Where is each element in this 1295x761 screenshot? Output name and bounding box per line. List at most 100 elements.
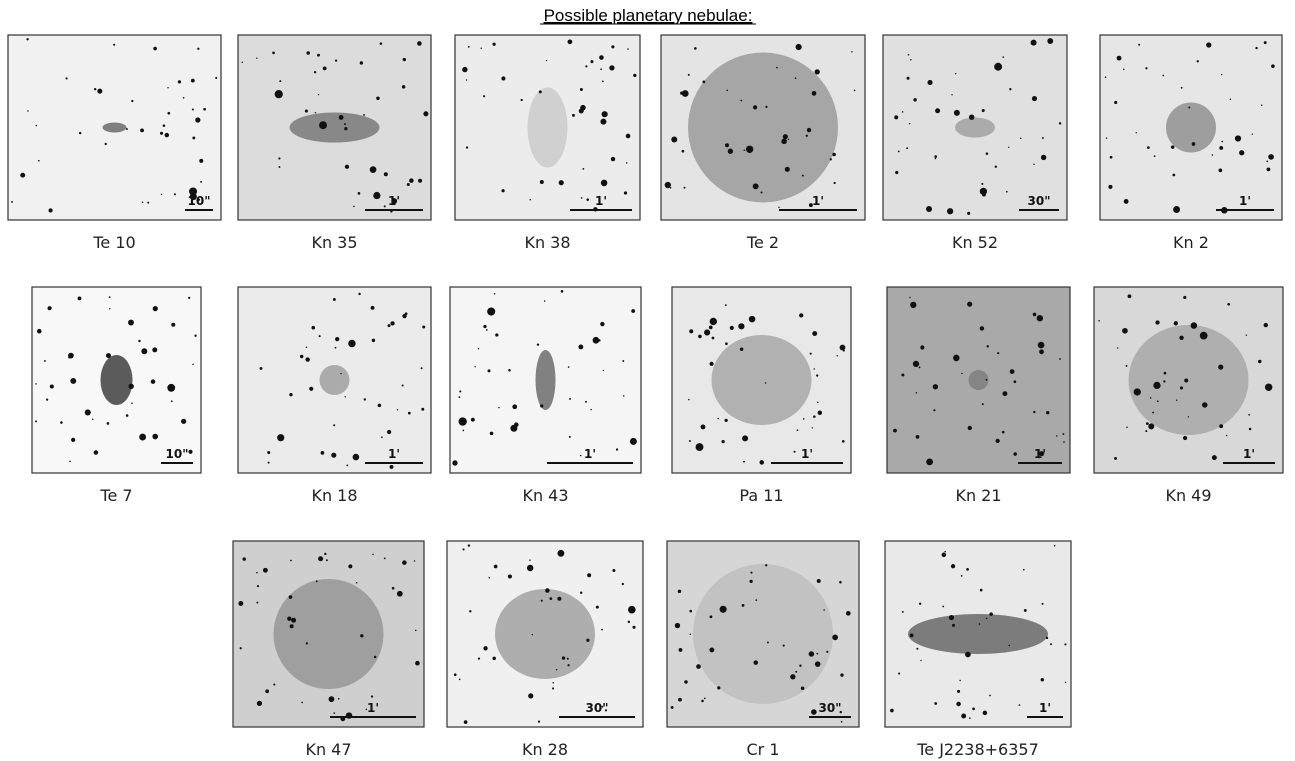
star — [688, 439, 691, 442]
star — [44, 360, 46, 362]
star — [951, 94, 953, 96]
star — [78, 131, 82, 135]
star — [587, 573, 592, 578]
star — [278, 166, 281, 168]
star — [1218, 364, 1224, 370]
star — [600, 68, 602, 71]
star — [622, 359, 625, 362]
star — [529, 199, 531, 201]
star — [508, 369, 511, 372]
panel-label: Te J2238+6357 — [916, 740, 1039, 759]
scale-label: 1' — [801, 447, 813, 461]
star — [1123, 68, 1125, 71]
star — [289, 392, 293, 397]
star — [956, 689, 961, 693]
star — [153, 46, 157, 51]
star — [698, 334, 702, 339]
star — [702, 80, 706, 84]
star — [93, 450, 99, 455]
star — [1152, 411, 1155, 414]
star — [1127, 294, 1132, 299]
star — [1173, 206, 1181, 213]
star — [816, 578, 821, 583]
star — [1183, 295, 1187, 300]
star — [167, 87, 169, 89]
star — [1126, 426, 1128, 428]
star — [483, 646, 488, 651]
star — [529, 559, 531, 561]
star — [942, 605, 945, 608]
star — [1045, 636, 1049, 640]
star — [567, 39, 573, 45]
star — [167, 111, 171, 115]
star — [265, 689, 270, 694]
star — [753, 660, 759, 665]
star — [363, 398, 366, 401]
star — [1266, 167, 1271, 172]
star — [35, 124, 37, 127]
star — [890, 708, 894, 713]
star — [1013, 452, 1017, 456]
star — [93, 87, 97, 91]
star — [579, 88, 583, 92]
star — [709, 361, 714, 366]
star — [1163, 380, 1166, 383]
star — [1179, 386, 1184, 390]
star — [238, 601, 244, 606]
star — [1117, 347, 1119, 349]
star — [1155, 320, 1160, 325]
star — [800, 686, 805, 691]
star — [390, 321, 395, 326]
star — [37, 159, 40, 162]
star — [1038, 456, 1041, 459]
star — [324, 552, 327, 556]
star — [811, 709, 817, 715]
star — [1009, 88, 1012, 91]
star — [1227, 302, 1231, 306]
star — [97, 88, 103, 94]
panel-image — [666, 540, 860, 728]
star — [402, 57, 407, 62]
star — [333, 424, 336, 427]
star — [1033, 163, 1035, 166]
star — [189, 187, 198, 196]
star — [409, 178, 414, 183]
panel: 10" Te 10 — [7, 34, 222, 252]
star — [961, 713, 967, 719]
star — [1022, 568, 1025, 571]
star — [383, 172, 388, 177]
star — [343, 123, 346, 126]
star — [601, 111, 608, 118]
star — [274, 90, 283, 99]
star — [539, 180, 544, 185]
nebula — [495, 589, 595, 679]
star — [592, 336, 600, 344]
star — [717, 417, 719, 420]
star — [334, 59, 338, 62]
star — [65, 77, 68, 80]
star — [781, 138, 787, 145]
star — [910, 301, 917, 309]
scale-label: 1' — [388, 194, 400, 208]
star — [49, 384, 54, 389]
star — [601, 628, 603, 631]
star — [790, 674, 796, 680]
star — [467, 544, 471, 547]
star — [495, 333, 499, 337]
nebula — [273, 579, 384, 689]
star — [694, 47, 697, 50]
star — [1148, 423, 1155, 430]
star — [128, 383, 134, 389]
star — [331, 452, 337, 458]
star — [377, 403, 382, 408]
star — [853, 89, 856, 92]
scale-label: 1' — [1039, 701, 1051, 715]
nebula — [968, 370, 989, 390]
star — [979, 588, 983, 592]
star — [192, 136, 196, 140]
star — [1184, 378, 1189, 383]
star — [985, 152, 989, 155]
star — [1173, 321, 1179, 326]
star — [567, 664, 570, 667]
star — [1108, 184, 1113, 189]
